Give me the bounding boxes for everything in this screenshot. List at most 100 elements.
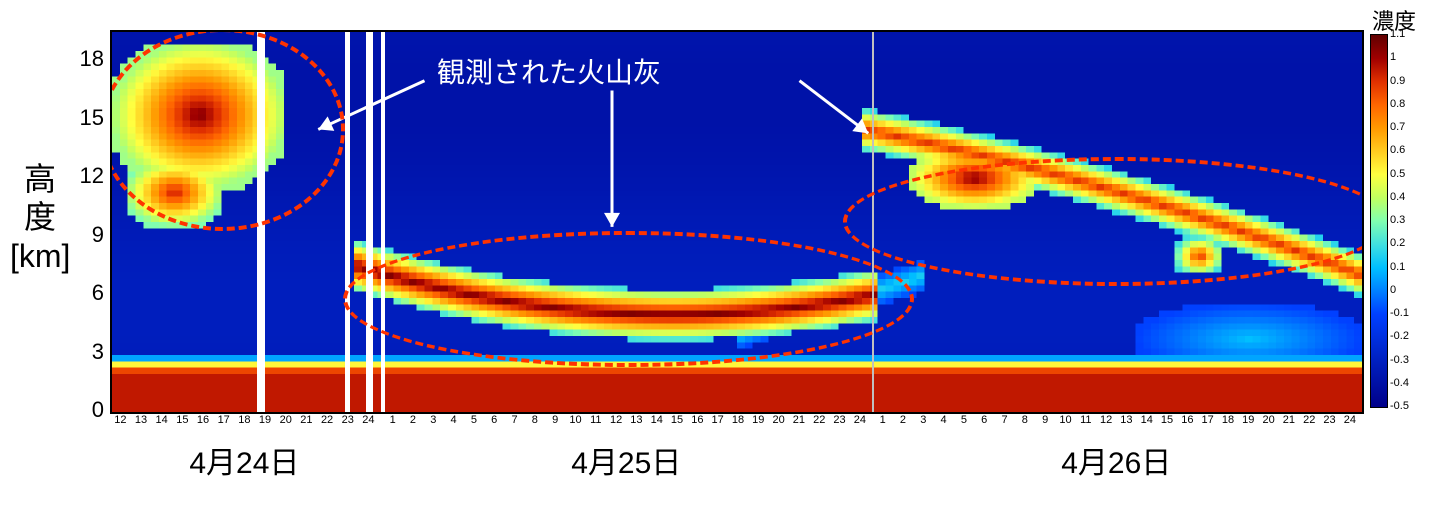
x-date-label: 4月25日 xyxy=(571,438,681,482)
x-tick: 22 xyxy=(1303,414,1315,426)
x-date-label: 4月24日 xyxy=(189,438,299,482)
x-tick: 2 xyxy=(900,414,906,426)
x-tick: 23 xyxy=(342,414,354,426)
annotation-arrowhead xyxy=(852,118,868,133)
x-tick: 23 xyxy=(833,414,845,426)
colorbar-ticks: 1.110.90.80.70.60.50.40.30.20.10-0.1-0.2… xyxy=(1388,34,1418,406)
x-tick: 17 xyxy=(1202,414,1214,426)
colorbar xyxy=(1370,34,1388,408)
y-tick: 6 xyxy=(92,280,104,306)
colorbar-tick: 0.5 xyxy=(1390,168,1405,180)
x-tick: 24 xyxy=(362,414,374,426)
colorbar-tick: 1.1 xyxy=(1390,28,1405,40)
x-tick: 21 xyxy=(1283,414,1295,426)
x-tick: 16 xyxy=(1181,414,1193,426)
x-tick: 18 xyxy=(238,414,250,426)
x-tick: 19 xyxy=(259,414,271,426)
x-axis-ticks: 1213141516171819202122232412345678910111… xyxy=(110,414,1360,434)
x-tick: 9 xyxy=(552,414,558,426)
x-tick: 9 xyxy=(1042,414,1048,426)
x-tick: 2 xyxy=(410,414,416,426)
x-tick: 22 xyxy=(321,414,333,426)
x-tick: 15 xyxy=(671,414,683,426)
x-tick: 14 xyxy=(651,414,663,426)
x-tick: 14 xyxy=(1141,414,1153,426)
x-tick: 10 xyxy=(1059,414,1071,426)
x-tick: 5 xyxy=(471,414,477,426)
x-tick: 1 xyxy=(390,414,396,426)
x-tick: 14 xyxy=(156,414,168,426)
x-tick: 1 xyxy=(880,414,886,426)
x-tick: 16 xyxy=(197,414,209,426)
y-tick: 18 xyxy=(80,46,104,72)
colorbar-tick: 0.2 xyxy=(1390,237,1405,249)
x-tick: 10 xyxy=(569,414,581,426)
x-tick: 15 xyxy=(1161,414,1173,426)
y-tick: 9 xyxy=(92,222,104,248)
colorbar-tick: -0.4 xyxy=(1390,377,1409,389)
x-tick: 3 xyxy=(920,414,926,426)
x-axis-date-labels: 4月24日4月25日4月26日 xyxy=(110,438,1360,478)
y-axis-label: 高 度 [km] xyxy=(10,160,70,275)
x-tick: 6 xyxy=(491,414,497,426)
x-tick: 12 xyxy=(610,414,622,426)
x-tick: 18 xyxy=(1222,414,1234,426)
y-tick: 3 xyxy=(92,339,104,365)
x-tick: 19 xyxy=(752,414,764,426)
colorbar-tick: 0.4 xyxy=(1390,191,1405,203)
x-tick: 20 xyxy=(280,414,292,426)
data-gap xyxy=(366,32,374,412)
x-tick: 7 xyxy=(1001,414,1007,426)
x-tick: 13 xyxy=(135,414,147,426)
colorbar-tick: -0.3 xyxy=(1390,354,1409,366)
x-tick: 5 xyxy=(961,414,967,426)
x-tick: 11 xyxy=(590,414,601,426)
x-tick: 11 xyxy=(1080,414,1091,426)
x-date-label: 4月26日 xyxy=(1061,438,1171,482)
data-gap xyxy=(381,32,385,412)
y-tick: 12 xyxy=(80,163,104,189)
x-tick: 4 xyxy=(941,414,947,426)
colorbar-tick: -0.1 xyxy=(1390,307,1409,319)
x-tick: 23 xyxy=(1323,414,1335,426)
overlay-svg xyxy=(112,32,1362,412)
y-axis-ticks: 0369121518 xyxy=(72,30,108,410)
colorbar-tick: 0.3 xyxy=(1390,214,1405,226)
x-tick: 18 xyxy=(732,414,744,426)
x-tick: 12 xyxy=(114,414,126,426)
x-tick: 16 xyxy=(691,414,703,426)
x-tick: 12 xyxy=(1100,414,1112,426)
x-tick: 8 xyxy=(532,414,538,426)
colorbar-tick: 1 xyxy=(1390,51,1396,63)
data-gap xyxy=(257,32,265,412)
x-tick: 6 xyxy=(981,414,987,426)
x-tick: 17 xyxy=(712,414,724,426)
y-tick: 0 xyxy=(92,397,104,423)
x-tick: 13 xyxy=(630,414,642,426)
colorbar-tick: 0.9 xyxy=(1390,75,1405,87)
panel-divider xyxy=(872,32,874,412)
colorbar-tick: -0.5 xyxy=(1390,400,1409,412)
x-tick: 7 xyxy=(511,414,517,426)
x-tick: 4 xyxy=(451,414,457,426)
x-tick: 15 xyxy=(176,414,188,426)
annotation-label: 観測された火山灰 xyxy=(437,51,661,91)
x-tick: 19 xyxy=(1242,414,1254,426)
x-tick: 3 xyxy=(430,414,436,426)
annotation-arrowhead xyxy=(604,213,620,227)
x-tick: 21 xyxy=(793,414,805,426)
x-tick: 20 xyxy=(1262,414,1274,426)
x-tick: 17 xyxy=(218,414,230,426)
x-tick: 24 xyxy=(1344,414,1356,426)
colorbar-tick: 0.1 xyxy=(1390,261,1405,273)
x-tick: 21 xyxy=(300,414,312,426)
colorbar-tick: -0.2 xyxy=(1390,330,1409,342)
colorbar-tick: 0 xyxy=(1390,284,1396,296)
y-tick: 15 xyxy=(80,105,104,131)
plot-area: 観測された火山灰 xyxy=(110,30,1364,414)
x-tick: 20 xyxy=(772,414,784,426)
colorbar-tick: 0.6 xyxy=(1390,144,1405,156)
colorbar-tick: 0.8 xyxy=(1390,98,1405,110)
x-tick: 8 xyxy=(1022,414,1028,426)
x-tick: 24 xyxy=(854,414,866,426)
